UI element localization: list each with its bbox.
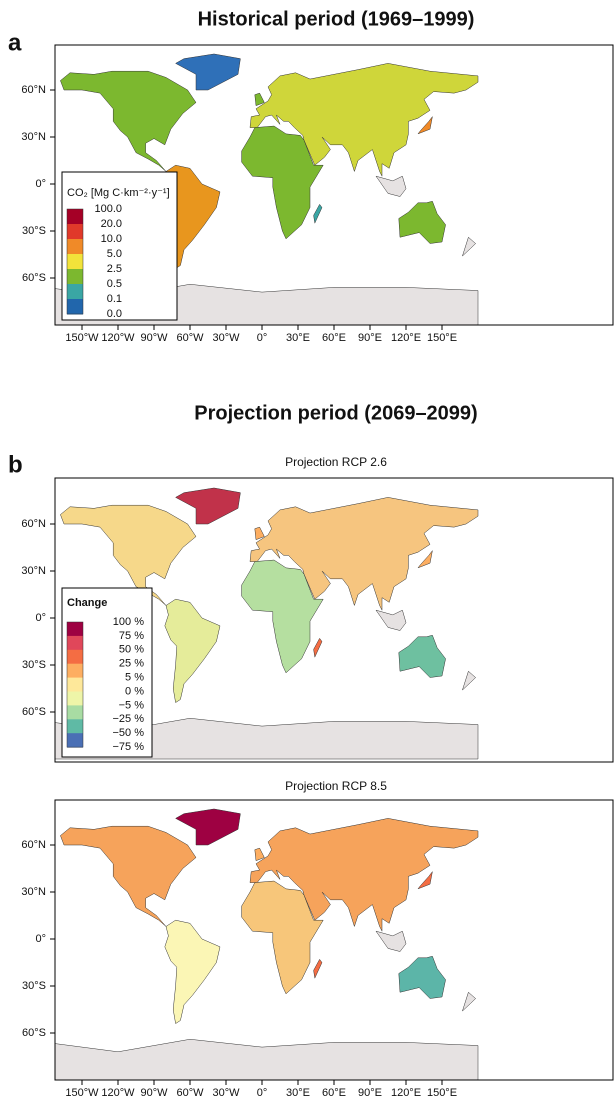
x-tick-label: 30°W — [212, 1087, 240, 1099]
x-tick-label: 120°W — [101, 332, 135, 344]
legend-label: 5 % — [125, 672, 144, 684]
legend-swatch — [67, 664, 83, 678]
legend-swatch — [67, 650, 83, 664]
x-tick-label: 90°W — [140, 1087, 168, 1099]
x-tick-label: 30°W — [212, 332, 240, 344]
y-tick-label: 30°N — [21, 886, 46, 898]
legend-label: 25 % — [119, 658, 144, 670]
x-tick-label: 90°E — [358, 332, 382, 344]
map-title: Projection RCP 8.5 — [285, 779, 387, 793]
x-tick-label: 0° — [257, 332, 268, 344]
legend-swatch — [67, 239, 83, 255]
y-tick-label: 60°S — [22, 1027, 46, 1039]
x-tick-label: 120°W — [101, 1087, 135, 1099]
y-tick-label: 60°N — [21, 839, 46, 851]
legend-label: 75 % — [119, 630, 144, 642]
legend-label: 100.0 — [94, 203, 122, 215]
y-tick-label: 30°S — [22, 659, 46, 671]
legend-swatch — [67, 284, 83, 300]
x-tick-label: 90°W — [140, 332, 168, 344]
legend-title: Change — [67, 597, 107, 609]
x-tick-label: 60°E — [322, 1087, 346, 1099]
legend-label: 0.0 — [107, 308, 122, 320]
y-tick-label: 60°S — [22, 706, 46, 718]
legend-label: −75 % — [113, 741, 145, 753]
legend-swatch — [67, 678, 83, 692]
legend-label: 2.5 — [107, 263, 122, 275]
x-tick-label: 150°W — [65, 1087, 99, 1099]
x-tick-label: 150°W — [65, 332, 99, 344]
legend-swatch — [67, 254, 83, 270]
legend-label: −5 % — [119, 699, 145, 711]
y-tick-label: 0° — [35, 612, 46, 624]
legend-swatch — [67, 705, 83, 719]
y-tick-label: 0° — [35, 933, 46, 945]
y-tick-label: 30°S — [22, 980, 46, 992]
legend-label: 20.0 — [101, 218, 122, 230]
legend-label: 10.0 — [101, 233, 122, 245]
x-tick-label: 150°E — [427, 1087, 457, 1099]
legend-swatch — [67, 224, 83, 240]
panel-label: b — [8, 451, 23, 478]
x-tick-label: 30°E — [286, 1087, 310, 1099]
legend-swatch — [67, 692, 83, 706]
x-tick-label: 60°W — [176, 1087, 204, 1099]
legend-label: 0.1 — [107, 293, 122, 305]
legend-swatch — [67, 299, 83, 315]
panel-title: Historical period (1969–1999) — [198, 8, 475, 30]
legend-label: −50 % — [113, 727, 145, 739]
panel-title: Projection period (2069–2099) — [194, 402, 477, 424]
legend-label: −25 % — [113, 713, 145, 725]
legend-label: 100 % — [113, 616, 144, 628]
legend-swatch — [67, 622, 83, 636]
panel-label: a — [8, 29, 22, 56]
legend-swatch — [67, 209, 83, 225]
y-tick-label: 60°S — [22, 272, 46, 284]
x-tick-label: 90°E — [358, 1087, 382, 1099]
x-tick-label: 0° — [257, 1087, 268, 1099]
x-tick-label: 120°E — [391, 1087, 421, 1099]
y-tick-label: 30°N — [21, 131, 46, 143]
x-tick-label: 60°W — [176, 332, 204, 344]
y-tick-label: 60°N — [21, 84, 46, 96]
legend-swatch — [67, 269, 83, 285]
legend-swatch — [67, 636, 83, 650]
figure: a Historical period (1969–1999) Projecti… — [0, 0, 614, 1107]
legend-label: 0 % — [125, 685, 144, 697]
y-tick-label: 30°S — [22, 225, 46, 237]
legend-label: 50 % — [119, 644, 144, 656]
legend-label: 5.0 — [107, 248, 122, 260]
legend-swatch — [67, 733, 83, 747]
legend-swatch — [67, 719, 83, 733]
map-title: Projection RCP 2.6 — [285, 455, 387, 469]
x-tick-label: 30°E — [286, 332, 310, 344]
x-tick-label: 120°E — [391, 332, 421, 344]
legend-label: 0.5 — [107, 278, 122, 290]
y-tick-label: 30°N — [21, 565, 46, 577]
x-tick-label: 150°E — [427, 332, 457, 344]
map — [46, 800, 613, 1080]
y-tick-label: 60°N — [21, 518, 46, 530]
y-tick-label: 0° — [35, 178, 46, 190]
x-tick-label: 60°E — [322, 332, 346, 344]
legend-title: CO₂ [Mg C·km⁻²·y⁻¹] — [67, 187, 170, 199]
